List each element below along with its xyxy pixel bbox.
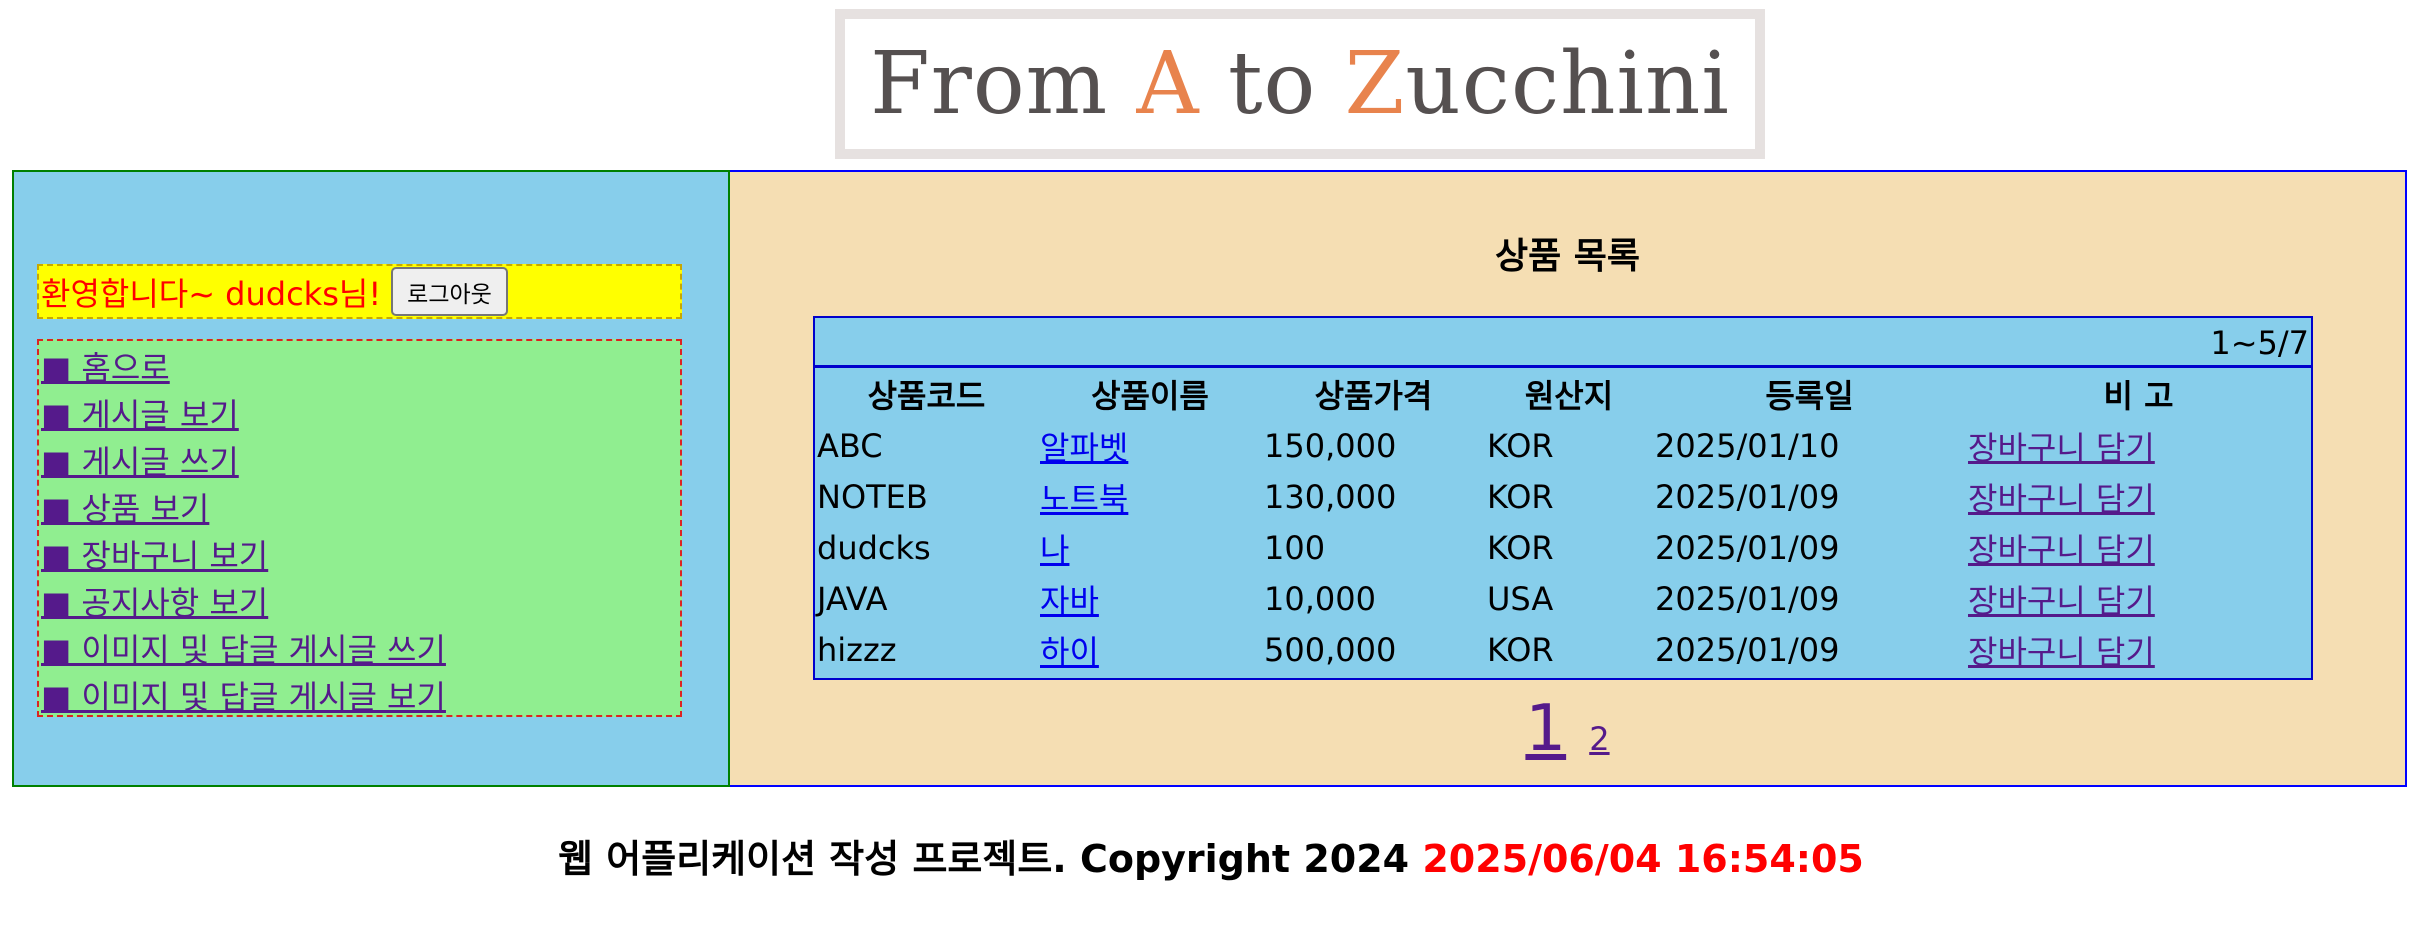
main-content: 상품 목록 1~5/7 상품코드 상품이름 상품가격 원산지 등록일 비 고 (730, 170, 2407, 787)
product-name-cell: 알파벳 (1038, 420, 1262, 471)
product-price: 10,000 (1264, 579, 1376, 618)
product-name-cell: 노트북 (1038, 471, 1262, 522)
footer-clock: 2025/06/04 16:54:05 (1422, 837, 1864, 881)
record-range: 1~5/7 (815, 318, 2311, 368)
footer-copyright: 웹 어플리케이션 작성 프로젝트. Copyright 2024 (558, 837, 1423, 881)
product-name-link[interactable]: 노트북 (1040, 479, 1129, 518)
product-date: 2025/01/09 (1655, 630, 1840, 669)
column-header: 원산지 (1524, 377, 1614, 415)
menu-item-view-image-posts[interactable]: ■ 이미지 및 답글 게시글 보기 (41, 678, 446, 716)
product-date: 2025/01/10 (1655, 426, 1840, 465)
sidebar-menu: ■ 홈으로 ■ 게시글 보기 ■ 게시글 쓰기 ■ 상품 보기 ■ 장바구니 보… (37, 339, 682, 717)
product-origin: KOR (1487, 630, 1554, 669)
product-code: ABC (817, 426, 883, 465)
product-origin: KOR (1487, 477, 1554, 516)
product-table: 상품코드 상품이름 상품가격 원산지 등록일 비 고 ABC 알파벳 150,0… (815, 368, 2311, 675)
add-to-cart-link[interactable]: 장바구니 담기 (1968, 479, 2155, 518)
product-origin: KOR (1487, 426, 1554, 465)
page-link[interactable]: 2 (1589, 720, 1610, 758)
table-row: hizzz 하이 500,000 KOR 2025/01/09 장바구니 담기 (815, 624, 2311, 675)
logo-part: From (870, 34, 1137, 134)
logo-part: to (1199, 34, 1345, 134)
pagination: 1 2 (730, 692, 2405, 766)
action-cell: 장바구니 담기 (1966, 420, 2311, 471)
product-name-cell: 나 (1038, 522, 1262, 573)
product-name-link[interactable]: 자바 (1040, 581, 1099, 620)
action-cell: 장바구니 담기 (1966, 522, 2311, 573)
product-price: 100 (1264, 528, 1326, 567)
add-to-cart-link[interactable]: 장바구니 담기 (1968, 428, 2155, 467)
page-link-current[interactable]: 1 (1525, 692, 1567, 766)
product-origin: KOR (1487, 528, 1554, 567)
add-to-cart-link[interactable]: 장바구니 담기 (1968, 581, 2155, 620)
add-to-cart-link[interactable]: 장바구니 담기 (1968, 632, 2155, 671)
product-code: dudcks (817, 528, 931, 567)
column-header: 등록일 (1765, 377, 1854, 415)
product-price: 500,000 (1264, 630, 1397, 669)
product-code: JAVA (817, 579, 888, 618)
product-name-cell: 하이 (1038, 624, 1262, 675)
product-table-box: 1~5/7 상품코드 상품이름 상품가격 원산지 등록일 비 고 (813, 316, 2313, 680)
product-price: 130,000 (1264, 477, 1397, 516)
table-header-row: 상품코드 상품이름 상품가격 원산지 등록일 비 고 (815, 368, 2311, 420)
welcome-box: 환영합니다~ dudcks님! 로그아웃 (37, 264, 682, 319)
column-header: 비 고 (2103, 377, 2174, 415)
logo-accent: A (1136, 34, 1200, 134)
table-row: dudcks 나 100 KOR 2025/01/09 장바구니 담기 (815, 522, 2311, 573)
column-header: 상품코드 (867, 377, 986, 415)
menu-item-view-posts[interactable]: ■ 게시글 보기 (41, 396, 239, 434)
logo-part: ucchini (1405, 34, 1730, 134)
product-code: hizzz (817, 630, 897, 669)
action-cell: 장바구니 담기 (1966, 471, 2311, 522)
page-title: 상품 목록 (1494, 236, 1640, 277)
menu-item-view-products[interactable]: ■ 상품 보기 (41, 490, 210, 528)
menu-item-home[interactable]: ■ 홈으로 (41, 349, 170, 387)
product-name-link[interactable]: 하이 (1040, 632, 1099, 671)
footer: 웹 어플리케이션 작성 프로젝트. Copyright 2024 2025/06… (0, 828, 2422, 883)
product-origin: USA (1487, 579, 1554, 618)
table-row: JAVA 자바 10,000 USA 2025/01/09 장바구니 담기 (815, 573, 2311, 624)
add-to-cart-link[interactable]: 장바구니 담기 (1968, 530, 2155, 569)
product-name-link[interactable]: 알파벳 (1040, 428, 1129, 467)
product-date: 2025/01/09 (1655, 477, 1840, 516)
menu-item-view-cart[interactable]: ■ 장바구니 보기 (41, 537, 269, 575)
logout-button[interactable]: 로그아웃 (391, 267, 508, 316)
sidebar: 환영합니다~ dudcks님! 로그아웃 ■ 홈으로 ■ 게시글 보기 ■ 게시… (12, 170, 730, 787)
welcome-message: 환영합니다~ dudcks님! (41, 274, 382, 313)
main-frame: 환영합니다~ dudcks님! 로그아웃 ■ 홈으로 ■ 게시글 보기 ■ 게시… (12, 170, 2407, 787)
menu-item-write-post[interactable]: ■ 게시글 쓰기 (41, 443, 239, 481)
product-date: 2025/01/09 (1655, 579, 1840, 618)
action-cell: 장바구니 담기 (1966, 573, 2311, 624)
product-date: 2025/01/09 (1655, 528, 1840, 567)
menu-item-write-image-post[interactable]: ■ 이미지 및 답글 게시글 쓰기 (41, 631, 446, 669)
column-header: 상품이름 (1091, 377, 1209, 415)
table-row: NOTEB 노트북 130,000 KOR 2025/01/09 장바구니 담기 (815, 471, 2311, 522)
logo-accent: Z (1344, 34, 1406, 134)
product-name-cell: 자바 (1038, 573, 1262, 624)
product-name-link[interactable]: 나 (1040, 530, 1070, 569)
action-cell: 장바구니 담기 (1966, 624, 2311, 675)
product-code: NOTEB (817, 477, 928, 516)
product-price: 150,000 (1264, 426, 1397, 465)
menu-item-view-notices[interactable]: ■ 공지사항 보기 (41, 584, 269, 622)
table-row: ABC 알파벳 150,000 KOR 2025/01/10 장바구니 담기 (815, 420, 2311, 471)
column-header: 상품가격 (1314, 377, 1433, 415)
